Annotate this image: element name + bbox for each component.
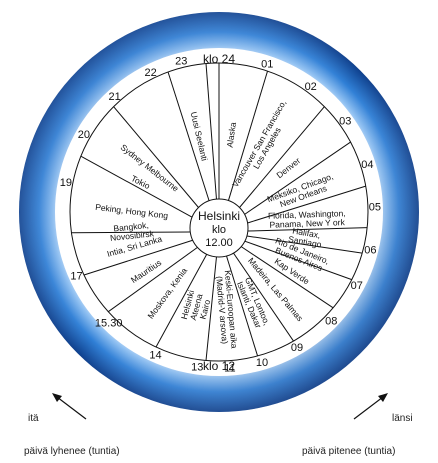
hour-label: 17 [70,270,82,282]
city-label: Bangkok,Novosibirsk [110,220,155,243]
center-city: Helsinki [198,209,240,223]
spoke-line [233,252,294,342]
hour-label: 22 [144,67,156,79]
hour-labels: 01 02 03 04 05 06 07 08 09 10 11 13 14 15.30 17 19 20 21 2… [60,56,381,375]
city-label-line: Alaska [225,121,238,148]
east-caption: päivä lyhenee (tuntia) [24,446,120,457]
east-label: itä [28,413,39,424]
spoke-line [247,227,368,232]
spoke-line [113,106,199,208]
spoke-line [244,240,352,281]
city-label: Alaska [225,121,238,148]
hour-label: 05 [369,202,381,214]
center-time: 12.00 [205,237,233,249]
spoke-line [205,63,217,200]
hour-label: 19 [60,177,72,189]
hour-label: 10 [256,357,268,369]
hour-label: 07 [351,280,363,292]
city-label-line: Halifax, [292,225,322,240]
hour-label: 11 [224,363,235,375]
hour-label: 20 [78,129,90,141]
center-klo: klo [212,224,226,236]
spoke-line [80,155,193,218]
spoke-line [247,185,366,224]
hour-label: 21 [108,91,120,103]
center-circle [189,198,249,258]
hour-label: 14 [149,350,161,362]
city-label: Keski-Euroopan aika(Madrid-V arsova) [214,270,239,349]
city-label-line: Bangkok, [113,220,149,234]
spoke-line [246,235,363,254]
hour-label: 01 [261,59,273,71]
city-label-line: Novosibirsk [110,228,155,243]
west-arrow [353,393,388,420]
hour-label: 04 [361,159,373,171]
hour-label: 13 [191,361,203,373]
spoke-line [205,256,217,361]
spoke-line [155,254,208,348]
spoke-line [244,141,351,215]
spoke-line [226,255,259,357]
spoke-line [71,231,191,234]
east-arrow [52,393,87,420]
west-caption: päivä pitenee (tuntia) [302,446,396,457]
top-hour-label: klo 24 [203,52,235,66]
time-zone-spokes [71,63,368,361]
bottom-hour-label: klo 12 [203,359,235,373]
spoke-line [240,246,334,309]
hour-label: 09 [291,342,303,354]
hour-label: 23 [175,56,187,68]
city-label: Florida, Washington,Panama, New Y ork [268,208,346,230]
hour-label: 03 [339,115,351,127]
spoke-line [167,71,210,201]
hour-label: 06 [364,245,376,257]
spoke-line [83,239,193,276]
hour-label: 08 [325,315,337,327]
spoke-line [239,106,325,208]
city-label-line: Florida, Washington, [268,208,346,221]
west-label: länsi [392,413,413,424]
spoke-line [227,70,268,201]
spoke-line [107,246,198,313]
city-label-line: Panama, New Y ork [269,217,345,230]
hour-label: 15.30 [95,317,123,329]
hour-label: 02 [305,81,317,93]
